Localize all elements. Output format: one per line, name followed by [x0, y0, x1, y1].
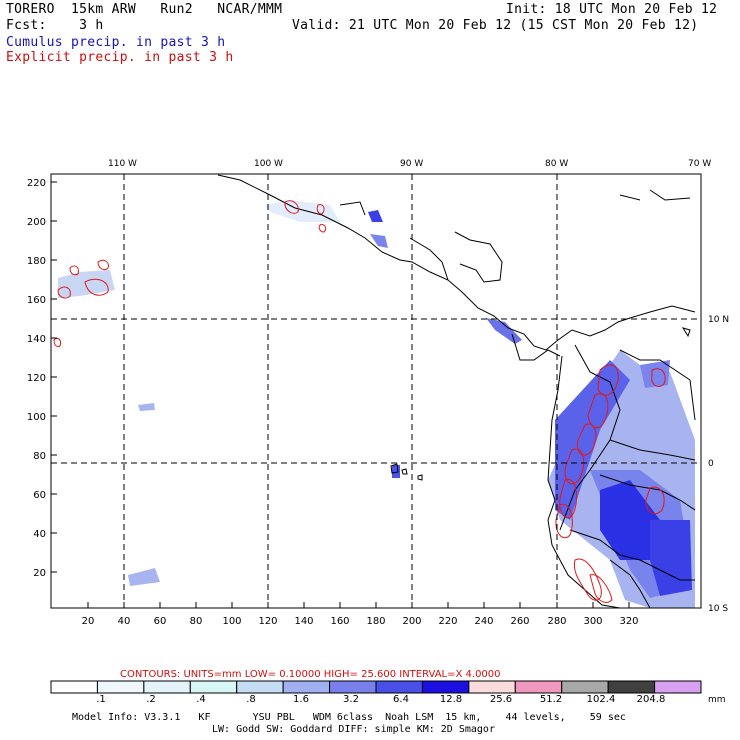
y-tick-20: 20: [33, 568, 46, 579]
x-tick-300: 300: [583, 616, 602, 627]
colorbar-label-6.4: 6.4: [393, 694, 409, 705]
y-tick-120: 120: [27, 373, 46, 384]
forecast-hour: Fcst: 3 h: [6, 18, 104, 33]
lon-label-70w: 70 W: [688, 159, 711, 169]
colorbar-box: [561, 680, 609, 694]
init-time: Init: 18 UTC Mon 20 Feb 12: [506, 2, 718, 17]
colorbar-box: [329, 680, 377, 694]
explicit-precip-label: Explicit precip. in past 3 h: [6, 50, 234, 65]
colorbar-label-0.8: .8: [246, 694, 256, 705]
lat-label-10s: 10 S: [708, 604, 728, 614]
lon-label-80w: 80 W: [545, 159, 568, 169]
x-tick-140: 140: [294, 616, 313, 627]
lon-label-100w: 100 W: [254, 159, 283, 169]
colorbar-labels: .1 .2 .4 .8 1.6 3.2 6.4 12.8 25.6 51.2 1…: [96, 694, 665, 705]
colorbar-boxes: [50, 680, 702, 694]
colorbar-label-1.6: 1.6: [293, 694, 309, 705]
x-tick-320: 320: [619, 616, 638, 627]
colorbar-label-3.2: 3.2: [343, 694, 359, 705]
y-tick-200: 200: [27, 217, 46, 228]
colorbar-box: [189, 680, 238, 694]
valid-time: Valid: 21 UTC Mon 20 Feb 12 (15 CST Mon …: [292, 18, 699, 33]
lon-label-90w: 90 W: [400, 159, 423, 169]
x-tick-280: 280: [547, 616, 566, 627]
colorbar-label-12.8: 12.8: [440, 694, 462, 705]
y-tick-140: 140: [27, 334, 46, 345]
colorbar-box: [282, 680, 331, 694]
colorbar-box: [375, 680, 423, 694]
x-tick-260: 260: [510, 616, 529, 627]
colorbar-box: [50, 680, 98, 694]
precip-map: 110 W 100 W 90 W 80 W 70 W 10 N 0 10 S: [27, 159, 729, 680]
x-tick-120: 120: [258, 616, 277, 627]
coastlines: [217, 174, 696, 609]
colorbar-box: [654, 680, 702, 694]
colorbar-label-0.2: .2: [146, 694, 156, 705]
contour-info: CONTOURS: UNITS=mm LOW= 0.10000 HIGH= 25…: [120, 669, 501, 680]
colorbar-box: [96, 680, 145, 694]
colorbar-box: [143, 680, 191, 694]
x-tick-200: 200: [402, 616, 421, 627]
x-tick-80: 80: [190, 616, 203, 627]
lon-label-110w: 110 W: [108, 159, 137, 169]
colorbar-box: [468, 680, 516, 694]
colorbar-label-25.6: 25.6: [490, 694, 512, 705]
model-info: Model Info: V3.3.1 KF YSU PBL WDM 6class…: [72, 712, 626, 723]
x-tick-160: 160: [330, 616, 349, 627]
x-tick-20: 20: [82, 616, 95, 627]
lat-label-10n: 10 N: [708, 315, 729, 325]
x-tick-40: 40: [118, 616, 131, 627]
x-tick-180: 180: [366, 616, 385, 627]
colorbar-box: [607, 680, 656, 694]
y-tick-40: 40: [33, 529, 46, 540]
colorbar-box: [236, 680, 284, 694]
x-tick-240: 240: [474, 616, 493, 627]
explicit-precip-contours: [53, 200, 666, 603]
x-tick-100: 100: [222, 616, 241, 627]
colorbar-box: [514, 680, 563, 694]
colorbar-label-204.8: 204.8: [637, 694, 666, 705]
colorbar-unit: mm: [708, 695, 726, 705]
cumulus-precip-label: Cumulus precip. in past 3 h: [6, 35, 226, 50]
x-tick-220: 220: [438, 616, 457, 627]
colorbar-label-0.4: .4: [196, 694, 206, 705]
y-tick-160: 160: [27, 295, 46, 306]
cumulus-precip-areas: [58, 200, 695, 608]
colorbar-label-102.4: 102.4: [587, 694, 616, 705]
galapagos-islands: [390, 463, 423, 481]
model-title: TORERO 15km ARW Run2 NCAR/MMM: [6, 2, 283, 17]
y-tick-220: 220: [27, 178, 46, 189]
colorbar-label-0.1: .1: [96, 694, 106, 705]
colorbar-label-51.2: 51.2: [540, 694, 562, 705]
colorbar-box: [421, 680, 470, 694]
y-tick-180: 180: [27, 256, 46, 267]
lat-label-0: 0: [708, 459, 714, 469]
y-tick-80: 80: [33, 451, 46, 462]
y-tick-100: 100: [27, 412, 46, 423]
physics-info: LW: Godd SW: Goddard DIFF: simple KM: 2D…: [212, 724, 495, 735]
lat-lon-grid: [51, 174, 701, 608]
x-tick-60: 60: [154, 616, 167, 627]
colorbar: .1 .2 .4 .8 1.6 3.2 6.4 12.8 25.6 51.2 1…: [50, 680, 726, 705]
y-tick-60: 60: [33, 490, 46, 501]
